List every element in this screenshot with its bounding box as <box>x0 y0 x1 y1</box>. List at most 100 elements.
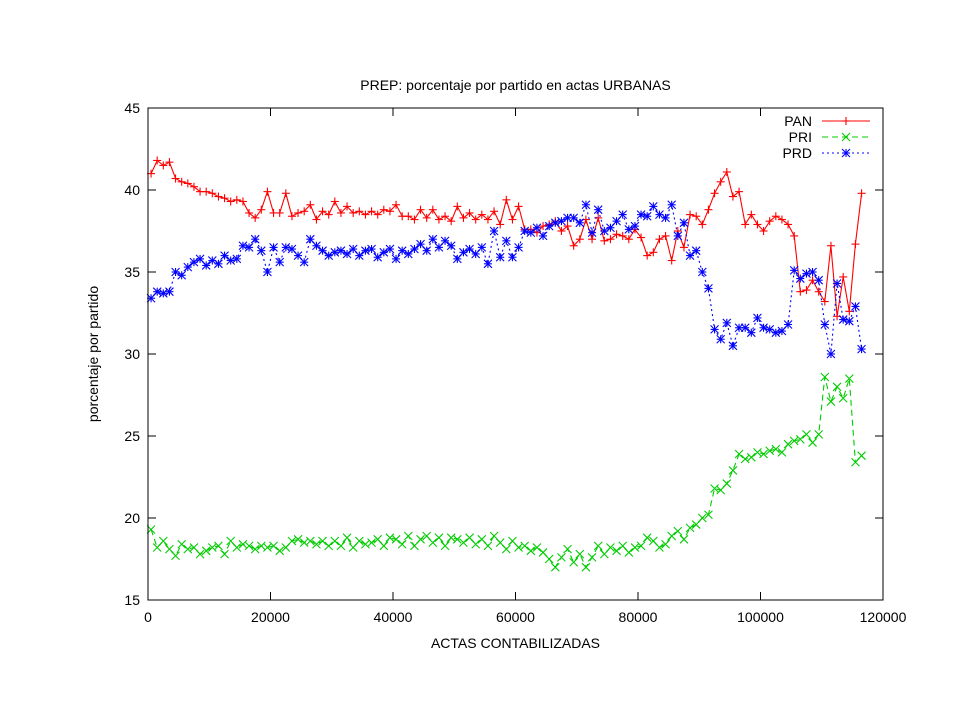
data-point-pan <box>563 222 572 231</box>
data-point-prd <box>544 221 554 231</box>
data-point-pan <box>753 220 762 229</box>
data-point-pan <box>741 220 750 229</box>
data-point-pan <box>263 187 272 196</box>
data-point-pri <box>263 543 272 552</box>
data-point-pan <box>710 189 719 198</box>
data-point-pan <box>557 227 566 235</box>
data-point-pri <box>710 484 719 493</box>
data-point-prd <box>526 228 536 238</box>
data-point-prd <box>158 288 168 298</box>
data-point-pri <box>207 543 217 552</box>
data-point-pan <box>790 231 799 240</box>
data-point-pri <box>250 544 260 554</box>
series-pan <box>147 156 866 321</box>
data-point-pan <box>624 235 633 244</box>
data-point-prd <box>716 334 726 344</box>
data-point-pan <box>716 177 725 186</box>
data-point-pri <box>765 446 775 456</box>
data-point-pan <box>428 205 437 214</box>
data-point-pri <box>783 439 793 449</box>
data-point-prd <box>673 231 683 241</box>
data-point-prd <box>538 231 548 241</box>
data-point-pan <box>312 215 321 224</box>
data-point-prd <box>857 344 866 354</box>
data-point-pan <box>306 200 315 209</box>
data-point-prd <box>238 241 248 251</box>
data-point-prd <box>330 247 340 257</box>
data-point-prd <box>691 246 701 256</box>
data-point-prd <box>183 262 193 272</box>
legend-label-pri: PRI <box>789 129 812 145</box>
data-point-pri <box>679 534 689 544</box>
data-point-pan <box>490 207 499 216</box>
data-point-pan <box>441 212 450 221</box>
data-point-pri <box>483 541 493 551</box>
x-tick-label: 40000 <box>374 609 413 625</box>
y-tick-label: 45 <box>124 100 140 116</box>
data-point-prd <box>440 236 450 246</box>
data-point-prd <box>685 251 695 260</box>
data-point-pan <box>826 241 835 250</box>
data-point-prd <box>838 315 848 324</box>
data-point-pan <box>251 213 260 222</box>
data-point-pri <box>612 546 621 556</box>
data-point-prd <box>679 218 689 228</box>
x-tick-label: 60000 <box>496 609 535 625</box>
y-tick-label: 40 <box>124 182 140 198</box>
data-point-prd <box>808 267 817 277</box>
data-point-pri <box>434 533 444 543</box>
y-tick-label: 15 <box>124 592 140 608</box>
data-point-pri <box>661 539 670 549</box>
data-point-pan <box>245 208 254 217</box>
data-point-pri <box>244 541 254 551</box>
data-point-prd <box>740 323 750 333</box>
legend-marker-pan <box>842 117 850 125</box>
data-point-prd <box>373 252 383 262</box>
data-point-pan <box>471 215 480 224</box>
data-point-pan <box>637 233 646 242</box>
data-point-prd <box>550 218 560 228</box>
data-point-pri <box>526 546 536 556</box>
data-point-prd <box>165 287 174 297</box>
data-point-prd <box>820 320 830 329</box>
data-point-pri <box>256 541 266 551</box>
data-point-pri <box>385 533 395 543</box>
data-point-pan <box>183 179 192 188</box>
data-point-pri <box>232 543 242 552</box>
data-point-prd <box>557 216 566 226</box>
data-point-pri <box>808 438 817 447</box>
data-point-prd <box>312 241 321 251</box>
data-point-pri <box>324 541 334 551</box>
legend-item-pri: PRI <box>789 129 870 145</box>
data-point-pan <box>508 215 517 224</box>
data-point-prd <box>489 226 499 236</box>
data-point-pan <box>759 227 768 235</box>
data-point-prd <box>581 200 591 210</box>
data-point-pri <box>673 526 683 536</box>
data-point-pan <box>514 202 523 211</box>
data-point-prd <box>250 234 260 244</box>
data-point-pri <box>667 531 677 541</box>
data-point-prd <box>826 349 836 359</box>
data-point-prd <box>636 210 646 219</box>
data-point-prd <box>477 243 487 252</box>
data-point-pan <box>459 213 468 222</box>
data-point-pri <box>832 382 842 392</box>
data-point-pan <box>294 208 303 217</box>
data-point-pri <box>777 448 787 457</box>
data-point-pri <box>655 543 664 552</box>
data-point-prd <box>281 243 291 252</box>
data-point-prd <box>734 323 744 333</box>
data-point-prd <box>624 224 634 234</box>
data-point-pan <box>214 192 223 201</box>
y-axis-label: porcentaje por partido <box>85 286 101 422</box>
data-point-pri <box>342 533 352 543</box>
data-point-pan <box>416 205 425 214</box>
plot-frame <box>147 107 884 601</box>
data-point-prd <box>422 246 432 256</box>
data-point-pri <box>397 539 407 549</box>
data-point-pan <box>814 287 823 296</box>
data-point-pan <box>385 207 394 216</box>
x-tick-label: 20000 <box>251 609 290 625</box>
